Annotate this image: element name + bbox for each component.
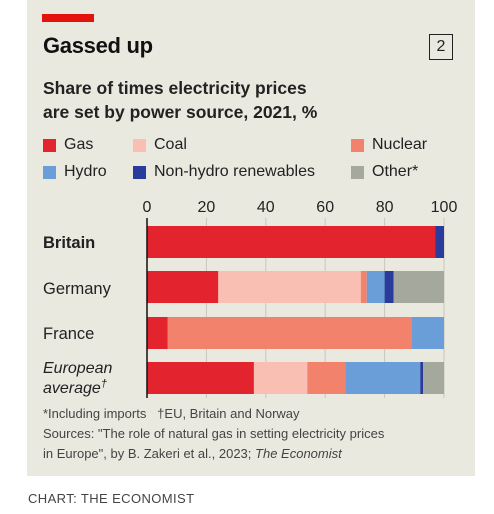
bar-segment <box>147 317 168 349</box>
bar-segment <box>253 362 308 394</box>
chart-number-badge: 2 <box>429 34 453 60</box>
x-tick-label: 0 <box>143 199 152 216</box>
brand-red-tag <box>42 14 94 22</box>
bar-segment <box>167 317 412 349</box>
bar-segment <box>435 226 444 258</box>
legend-swatch <box>351 138 364 152</box>
x-tick-label: 40 <box>257 199 275 216</box>
legend-label: Non-hydro renewables <box>154 163 315 180</box>
footnote-imports: *Including imports <box>43 406 147 421</box>
legend-label: Hydro <box>64 163 107 180</box>
footnote-sources-publication: The Economist <box>255 446 342 461</box>
bar-segment <box>307 362 346 394</box>
chart-credit: CHART: THE ECONOMIST <box>28 491 195 506</box>
x-tick-label: 20 <box>198 199 216 216</box>
subtitle-line-2: are set by power source, 2021, % <box>43 102 318 122</box>
bar-segment <box>366 271 385 303</box>
bar-segment <box>218 271 361 303</box>
footnote-sources-text: in Europe", by B. Zakeri et al., 2023; <box>43 446 252 461</box>
category-label: Germany <box>43 280 112 298</box>
category-label: France <box>43 325 94 343</box>
legend-label: Nuclear <box>372 136 428 153</box>
bar-segment <box>384 271 394 303</box>
bar-segment <box>420 362 424 394</box>
bar-segment <box>147 362 254 394</box>
bar-segment <box>147 226 436 258</box>
footnote-sources-line-2: in Europe", by B. Zakeri et al., 2023; T… <box>43 444 463 464</box>
category-label: European <box>43 360 112 377</box>
legend-item-hydro: Hydro <box>43 163 107 181</box>
legend-swatch <box>351 165 364 179</box>
legend-item-gas: Gas <box>43 136 93 154</box>
bar-segment <box>147 271 219 303</box>
legend-label: Gas <box>64 136 94 153</box>
chart-title: Gassed up <box>43 33 153 58</box>
subtitle-line-1: Share of times electricity prices <box>43 78 307 98</box>
legend-swatch <box>133 138 146 152</box>
legend-label: Other* <box>372 163 419 180</box>
footnote-european-average: †EU, Britain and Norway <box>157 406 300 421</box>
x-tick-label: 100 <box>431 199 458 216</box>
legend-swatch <box>43 138 56 152</box>
footnote-sources-line-1: Sources: "The role of natural gas in set… <box>43 426 385 441</box>
legend-item-other: Other* <box>351 163 418 181</box>
category-label: Britain <box>43 234 95 252</box>
bar-segment <box>423 362 444 394</box>
legend-label: Coal <box>154 136 187 153</box>
bar-segment <box>393 271 444 303</box>
bar-segment <box>411 317 444 349</box>
bar-segment <box>360 271 367 303</box>
legend-swatch <box>133 165 146 179</box>
x-tick-label: 80 <box>376 199 394 216</box>
legend-item-non-hydro-renewables: Non-hydro renewables <box>133 163 315 181</box>
bar-segment <box>345 362 421 394</box>
legend-item-coal: Coal <box>133 136 187 154</box>
legend-item-nuclear: Nuclear <box>351 136 427 154</box>
footnote-line-1: *Including imports †EU, Britain and Norw… <box>43 404 463 424</box>
x-tick-label: 60 <box>316 199 334 216</box>
footnotes: *Including imports †EU, Britain and Norw… <box>43 404 463 464</box>
category-label: average† <box>43 378 107 397</box>
legend-swatch <box>43 165 56 179</box>
chart-subtitle: Share of times electricity prices are se… <box>43 76 373 124</box>
